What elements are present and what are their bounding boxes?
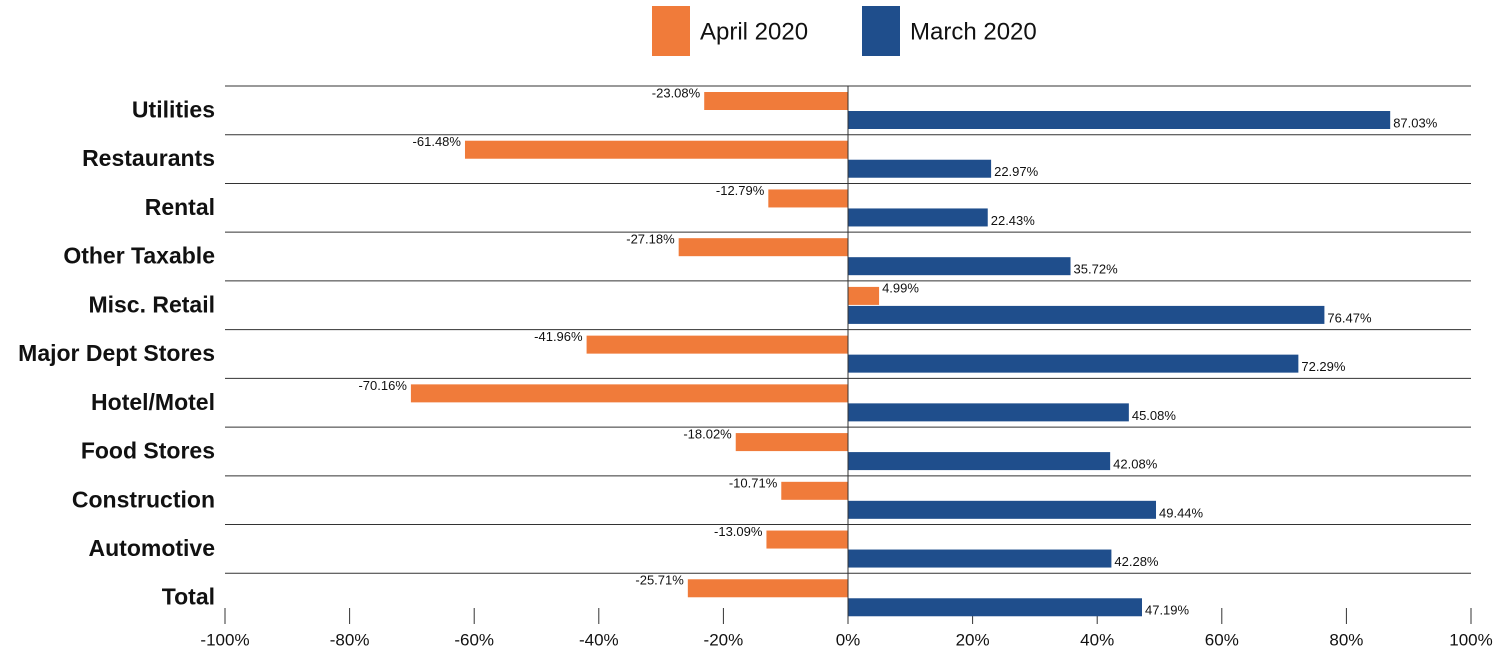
x-tick-label: 40% (1080, 630, 1114, 649)
bar (766, 530, 848, 549)
category-label: Food Stores (81, 438, 215, 464)
value-label: -61.48% (413, 134, 462, 149)
bar (848, 286, 880, 305)
category-label: Other Taxable (63, 243, 215, 269)
value-label: -18.02% (683, 427, 732, 442)
category-label: Construction (72, 486, 215, 512)
value-label: 47.19% (1145, 603, 1190, 618)
value-label: 45.08% (1132, 408, 1177, 423)
x-tick-label: -60% (454, 630, 494, 649)
bar (848, 549, 1112, 568)
bar (464, 140, 848, 159)
legend-label: March 2020 (910, 18, 1037, 45)
value-label: 76.47% (1327, 310, 1372, 325)
value-label: 72.29% (1301, 359, 1346, 374)
x-tick-label: 100% (1449, 630, 1492, 649)
bar (410, 384, 848, 403)
value-label: -25.71% (635, 573, 684, 588)
value-label: 42.08% (1113, 457, 1158, 472)
value-label: 35.72% (1074, 262, 1119, 277)
bar (848, 208, 988, 227)
value-label: 22.43% (991, 213, 1036, 228)
category-label: Automotive (89, 535, 216, 561)
bar (704, 92, 848, 110)
x-tick-label: -20% (704, 630, 744, 649)
bar (848, 452, 1111, 471)
bar (848, 500, 1157, 519)
bar (848, 257, 1071, 276)
x-tick-label: 20% (956, 630, 990, 649)
x-tick-label: 0% (836, 630, 861, 649)
bar (848, 111, 1391, 129)
category-label: Total (162, 584, 215, 610)
value-label: -13.09% (714, 524, 763, 539)
bar (781, 481, 848, 500)
value-label: -12.79% (716, 183, 765, 198)
value-label: -27.18% (626, 232, 675, 247)
value-label: -70.16% (358, 378, 407, 393)
value-label: 22.97% (994, 164, 1039, 179)
bar (768, 189, 848, 208)
value-label: -10.71% (729, 475, 778, 490)
category-label: Utilities (132, 96, 215, 122)
value-label: 4.99% (882, 280, 919, 295)
x-tick-label: 80% (1329, 630, 1363, 649)
x-tick-label: -100% (200, 630, 249, 649)
legend-swatch (862, 6, 900, 56)
legend-label: April 2020 (700, 18, 808, 45)
legend-swatch (652, 6, 690, 56)
value-label: 49.44% (1159, 505, 1204, 520)
value-label: -41.96% (534, 329, 583, 344)
bar (586, 335, 848, 354)
value-label: -23.08% (652, 85, 701, 100)
category-label: Rental (145, 194, 215, 220)
bar (735, 433, 848, 452)
category-label: Restaurants (82, 145, 215, 171)
category-label: Hotel/Motel (91, 389, 215, 415)
value-label: 87.03% (1393, 115, 1438, 130)
bar (848, 354, 1299, 373)
category-label: Major Dept Stores (18, 340, 215, 366)
bar (687, 579, 848, 598)
value-label: 42.28% (1114, 554, 1159, 569)
bar (678, 238, 848, 257)
bar (848, 403, 1129, 422)
x-tick-label: -40% (579, 630, 619, 649)
bar (848, 305, 1325, 324)
bar (848, 598, 1142, 617)
x-tick-label: 60% (1205, 630, 1239, 649)
bar (848, 159, 992, 178)
category-label: Misc. Retail (88, 291, 215, 317)
x-tick-label: -80% (330, 630, 370, 649)
